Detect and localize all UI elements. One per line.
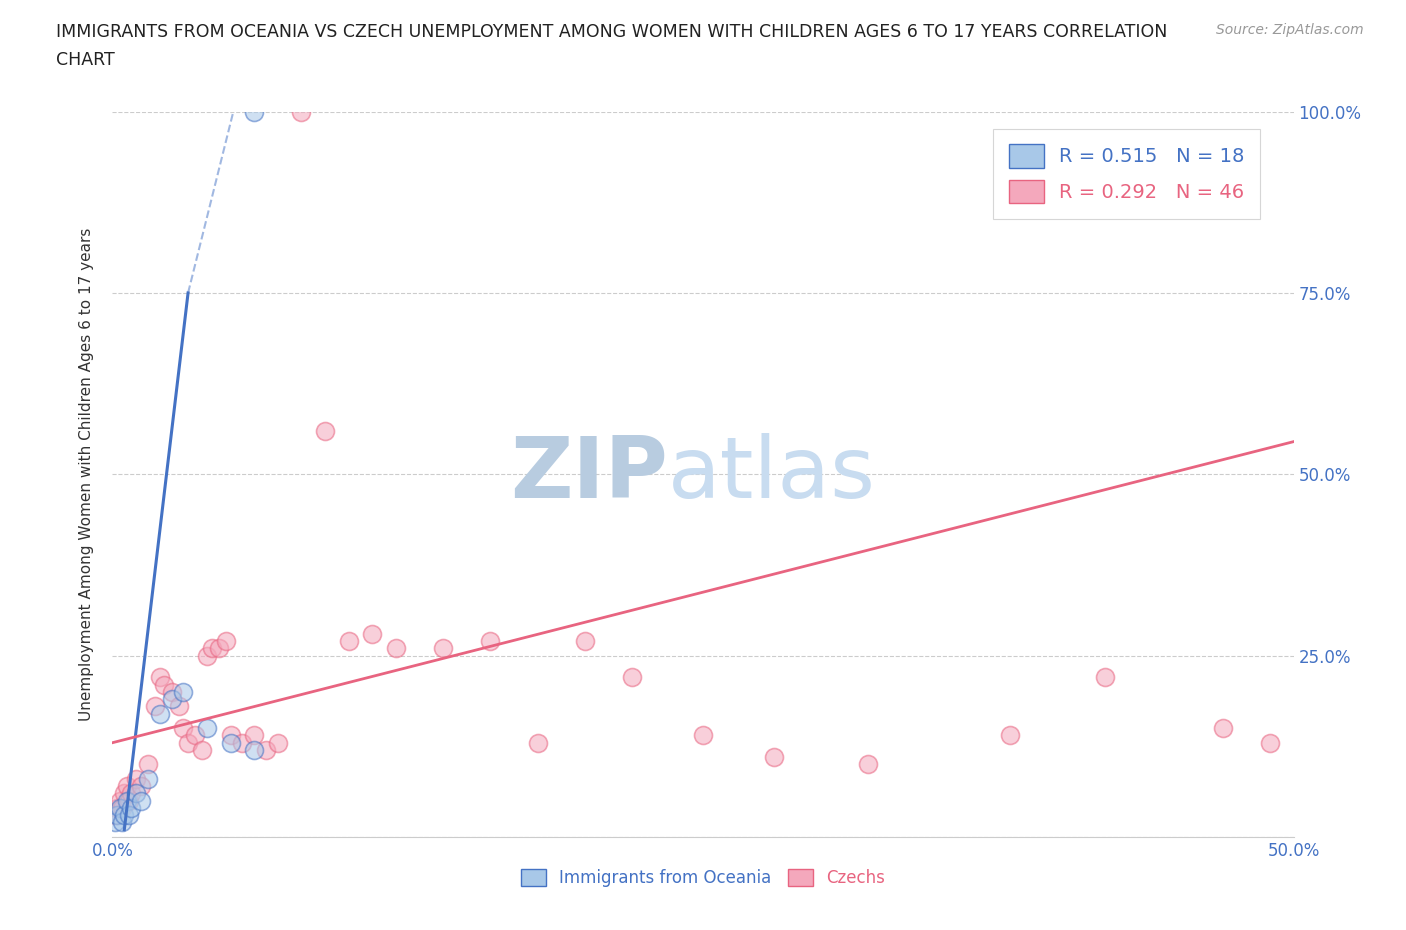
Point	[219, 736, 242, 751]
Point	[267, 736, 290, 751]
Text: CHART: CHART	[56, 51, 115, 69]
Point	[526, 736, 548, 751]
Point	[115, 778, 138, 793]
Point	[172, 684, 194, 699]
Point	[1212, 721, 1234, 736]
Point	[191, 742, 214, 757]
Point	[195, 721, 218, 736]
Point	[762, 750, 785, 764]
Point	[243, 742, 266, 757]
Point	[125, 786, 148, 801]
Point	[149, 706, 172, 721]
Point	[149, 670, 172, 684]
Point	[120, 786, 142, 801]
Point	[129, 778, 152, 793]
Point	[153, 677, 176, 692]
Point	[219, 728, 242, 743]
Point	[692, 728, 714, 743]
Point	[160, 684, 183, 699]
Point	[998, 728, 1021, 743]
Point	[129, 793, 152, 808]
Point	[160, 692, 183, 707]
Point	[254, 742, 277, 757]
Point	[177, 736, 200, 751]
Point	[172, 721, 194, 736]
Point	[111, 801, 134, 816]
Text: ZIP: ZIP	[510, 432, 668, 516]
Point	[167, 699, 190, 714]
Point	[574, 633, 596, 648]
Point	[432, 641, 454, 656]
Point	[108, 793, 131, 808]
Point	[118, 793, 141, 808]
Point	[215, 633, 238, 648]
Point	[337, 633, 360, 648]
Point	[105, 808, 128, 823]
Point	[120, 801, 142, 816]
Point	[118, 808, 141, 823]
Text: Source: ZipAtlas.com: Source: ZipAtlas.com	[1216, 23, 1364, 37]
Point	[115, 793, 138, 808]
Point	[112, 808, 135, 823]
Point	[104, 808, 127, 823]
Point	[1258, 736, 1281, 751]
Point	[184, 728, 207, 743]
Point	[108, 801, 131, 816]
Point	[112, 786, 135, 801]
Text: IMMIGRANTS FROM OCEANIA VS CZECH UNEMPLOYMENT AMONG WOMEN WITH CHILDREN AGES 6 T: IMMIGRANTS FROM OCEANIA VS CZECH UNEMPLO…	[56, 23, 1167, 41]
Point	[125, 772, 148, 787]
Point	[243, 104, 266, 119]
Point	[858, 757, 880, 772]
Point	[136, 772, 159, 787]
Point	[290, 104, 312, 119]
Point	[479, 633, 502, 648]
Point	[195, 648, 218, 663]
Point	[111, 815, 134, 830]
Point	[385, 641, 408, 656]
Point	[621, 670, 644, 684]
Point	[136, 757, 159, 772]
Point	[143, 699, 166, 714]
Legend: Immigrants from Oceania, Czechs: Immigrants from Oceania, Czechs	[515, 862, 891, 894]
Point	[105, 801, 128, 816]
Point	[243, 728, 266, 743]
Point	[208, 641, 231, 656]
Point	[201, 641, 224, 656]
Point	[314, 423, 336, 438]
Text: atlas: atlas	[668, 432, 876, 516]
Y-axis label: Unemployment Among Women with Children Ages 6 to 17 years: Unemployment Among Women with Children A…	[79, 228, 94, 721]
Point	[231, 736, 253, 751]
Point	[361, 627, 384, 642]
Point	[104, 815, 127, 830]
Point	[1094, 670, 1116, 684]
